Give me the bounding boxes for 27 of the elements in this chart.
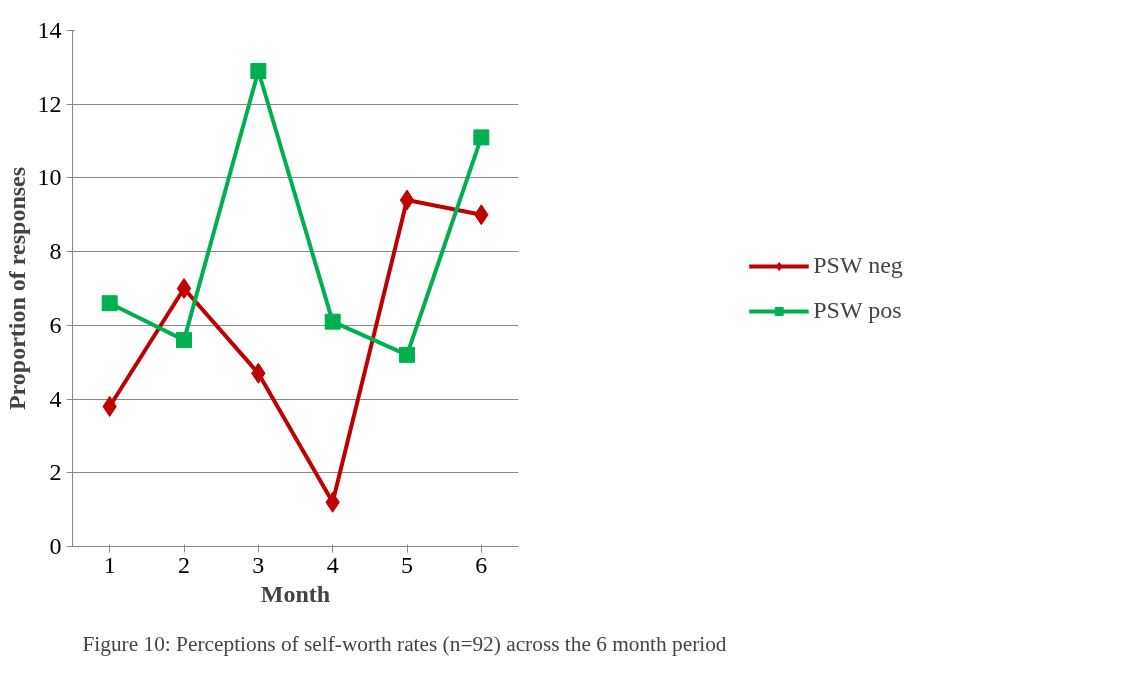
y-tick-label: 12 bbox=[37, 90, 62, 117]
y-tick-label: 6 bbox=[49, 311, 62, 338]
point bbox=[324, 313, 341, 330]
y-tick-label: 0 bbox=[49, 533, 62, 559]
point bbox=[176, 278, 192, 299]
x-tick-label: 2 bbox=[178, 551, 190, 578]
point bbox=[101, 295, 118, 312]
x-tick-label: 1 bbox=[103, 551, 116, 578]
caption: Figure 10: Perceptions of self-worth rates (n=92) across the 6 month period bbox=[82, 631, 727, 656]
point bbox=[473, 129, 490, 146]
x-tick-label: 3 bbox=[252, 551, 265, 578]
y-axis-title: Proportion of responses bbox=[3, 166, 30, 411]
x-tick-label: 4 bbox=[326, 551, 339, 578]
legend-label: PSW neg bbox=[813, 252, 903, 279]
x-tick-label: 6 bbox=[475, 551, 488, 578]
legend-label: PSW pos bbox=[813, 297, 902, 324]
y-tick-label: 8 bbox=[49, 238, 62, 265]
point bbox=[176, 332, 192, 349]
point bbox=[399, 189, 415, 211]
x-axis-title: Month bbox=[260, 580, 331, 607]
point bbox=[399, 346, 415, 363]
y-tick-label: 4 bbox=[49, 385, 62, 412]
x-tick-label: 5 bbox=[401, 551, 413, 578]
y-tick-label: 10 bbox=[37, 164, 62, 191]
y-tick-label: 2 bbox=[49, 459, 62, 486]
point bbox=[250, 63, 267, 80]
y-tick-label: 14 bbox=[37, 17, 62, 43]
